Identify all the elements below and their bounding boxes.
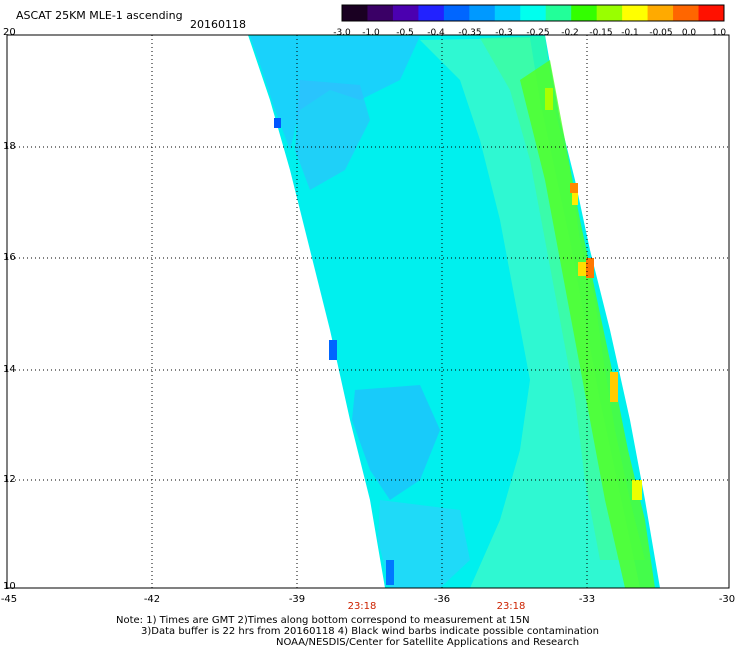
swath [248, 35, 660, 588]
note-line: Note: 1) Times are GMT 2)Times along bot… [116, 615, 530, 626]
colorbar-segment [647, 5, 674, 21]
lon-tick: -39 [288, 594, 306, 605]
colorbar-border [341, 4, 725, 22]
colorbar-segment [673, 5, 700, 21]
colorbar-label: -3.0 [333, 28, 351, 38]
colorbar-label: -0.4 [427, 28, 445, 38]
colorbar-label: 1.0 [711, 28, 727, 38]
colorbar-label: -0.3 [495, 28, 513, 38]
colorbar-label: -0.1 [621, 28, 639, 38]
plot-frame [6, 34, 730, 589]
lat-tick: 20 [3, 27, 16, 38]
colorbar-segment [571, 5, 598, 21]
lat-tick: 14 [3, 364, 16, 375]
colorbar-segment [392, 5, 419, 21]
colorbar-label: -0.2 [561, 28, 579, 38]
colorbar-segment [596, 5, 623, 21]
colorbar [341, 4, 725, 22]
colorbar-label: -0.5 [396, 28, 414, 38]
colorbar-segment [443, 5, 470, 21]
colorbar-label: -1.0 [362, 28, 380, 38]
colorbar-label: -0.15 [589, 28, 613, 38]
note-line: NOAA/NESDIS/Center for Satellite Applica… [276, 637, 580, 648]
lat-tick: 18 [3, 141, 16, 152]
colorbar-segment [520, 5, 547, 21]
colorbar-segment [469, 5, 496, 21]
lon-tick: -45 [0, 594, 18, 605]
lon-tick: -36 [433, 594, 451, 605]
lat-tick: 12 [3, 474, 16, 485]
map-title: ASCAT 25KM MLE-1 ascending [16, 9, 183, 22]
lon-tick: -42 [143, 594, 161, 605]
lat-tick: 10 [3, 581, 16, 592]
colorbar-segment [494, 5, 521, 21]
colorbar-label: -0.25 [526, 28, 550, 38]
grid-lines [7, 35, 729, 588]
pass-time: 23:18 [496, 601, 526, 612]
colorbar-segment [622, 5, 649, 21]
colorbar-segment [698, 5, 725, 21]
lon-tick: -30 [718, 594, 736, 605]
colorbar-segment [342, 5, 368, 21]
pass-time: 23:18 [347, 601, 377, 612]
note-line: 3)Data buffer is 22 hrs from 20160118 4)… [141, 626, 599, 637]
map-date: 20160118 [190, 18, 246, 31]
colorbar-segment [418, 5, 445, 21]
colorbar-label: -0.05 [649, 28, 673, 38]
colorbar-segment [545, 5, 572, 21]
colorbar-label: -0.35 [458, 28, 482, 38]
lon-tick: -33 [578, 594, 596, 605]
lat-tick: 16 [3, 252, 16, 263]
colorbar-segment [367, 5, 394, 21]
colorbar-label: 0.0 [681, 28, 697, 38]
